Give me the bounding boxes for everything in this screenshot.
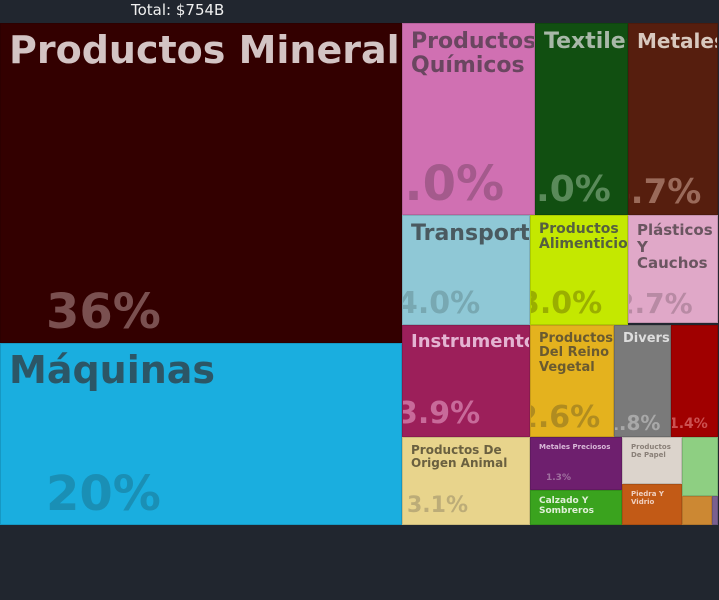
tile-percent: 3.9% xyxy=(402,396,481,431)
tile-label: Calzado Y Sombreros xyxy=(539,496,595,516)
tile-percent: 36% xyxy=(46,284,161,340)
tile-percent: 1.8% xyxy=(615,411,661,435)
tile-percent: 3.0% xyxy=(531,286,603,321)
tile-percent: 2.7% xyxy=(629,287,693,320)
treemap-tile[interactable]: Plásticos Y Cauchos 2.7% xyxy=(628,215,718,323)
tile-percent: 4.0% xyxy=(402,286,481,321)
tile-percent: 7.0% xyxy=(403,156,505,212)
tile-label: Diversos xyxy=(623,331,670,346)
total-label: Total: $754B xyxy=(131,1,225,19)
treemap-tile[interactable]: Metales 4.7% xyxy=(628,23,718,215)
tile-label: Plásticos Y Cauchos xyxy=(637,221,713,272)
treemap-tile[interactable]: Calzado Y Sombreros xyxy=(530,490,622,525)
tile-label: Piedra Y Vidrio xyxy=(631,490,664,506)
treemap-tile[interactable] xyxy=(682,496,712,525)
tile-label: Productos De Papel xyxy=(631,443,671,459)
treemap-tile[interactable] xyxy=(682,437,718,496)
tile-label: Productos Alimenticios xyxy=(539,221,628,253)
tile-percent: 1.4% xyxy=(671,416,708,432)
tile-percent: 1.3% xyxy=(546,473,571,483)
tile-percent: 4.7% xyxy=(629,172,702,212)
tile-label: Metales Preciosos xyxy=(539,443,611,451)
treemap-tile[interactable] xyxy=(712,496,718,525)
treemap-tile[interactable]: Productos De Origen Animal 3.1% xyxy=(402,437,530,525)
treemap-tile[interactable]: Piedra Y Vidrio xyxy=(622,484,682,525)
treemap-tile[interactable]: Máquinas 20% xyxy=(0,343,402,525)
treemap-tile[interactable]: Productos Minerales 36% xyxy=(0,23,402,343)
treemap-tile[interactable]: Productos De Papel xyxy=(622,437,682,484)
treemap-tile[interactable]: Diversos 1.8% xyxy=(614,325,671,437)
tile-label: Textiles xyxy=(544,29,627,54)
tile-label: Metales xyxy=(637,29,718,53)
treemap-tile[interactable]: Productos Químicos 7.0% xyxy=(402,23,535,215)
treemap-tile[interactable]: Productos Alimenticios 3.0% xyxy=(530,215,628,325)
tile-label: Instrumentos xyxy=(411,331,529,352)
tile-percent: 5.0% xyxy=(536,169,611,210)
treemap-tile[interactable]: 1.4% xyxy=(671,325,718,437)
tile-label: Productos Químicos xyxy=(411,29,535,79)
tile-label: Máquinas xyxy=(9,348,216,392)
treemap-tile[interactable]: Productos Del Reino Vegetal 2.6% xyxy=(530,325,614,437)
tile-percent: 3.1% xyxy=(407,493,469,518)
tile-label: Productos Minerales xyxy=(9,28,401,72)
tile-percent: 20% xyxy=(46,466,161,522)
tile-percent: 2.6% xyxy=(531,400,601,435)
tile-label: Transporte xyxy=(411,221,530,246)
treemap-tile[interactable]: Transporte 4.0% xyxy=(402,215,530,325)
tile-label: Productos Del Reino Vegetal xyxy=(539,331,614,375)
treemap-tile[interactable]: Textiles 5.0% xyxy=(535,23,628,215)
treemap-tile[interactable]: Metales Preciosos 1.3% xyxy=(530,437,622,490)
treemap-tile[interactable]: Instrumentos 3.9% xyxy=(402,325,530,437)
tile-label: Productos De Origen Animal xyxy=(411,443,508,471)
